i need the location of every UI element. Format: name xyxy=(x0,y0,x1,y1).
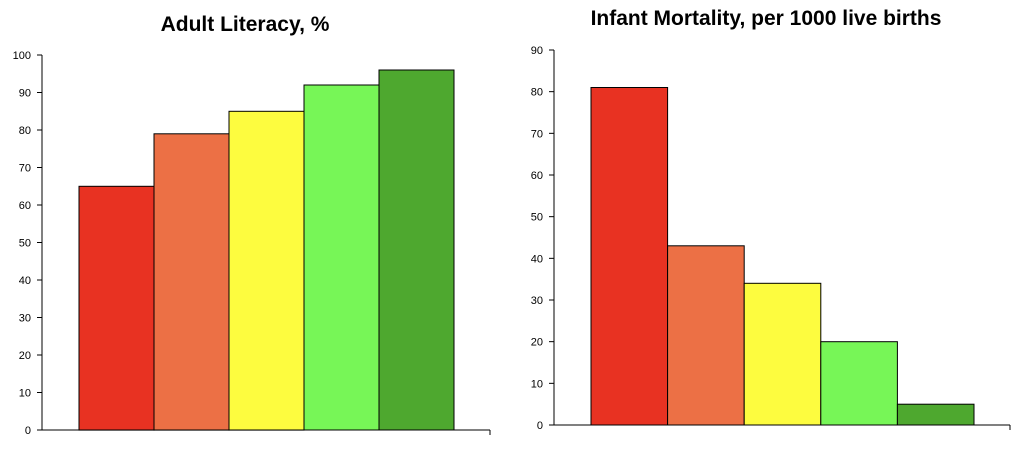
y-tick-label: 20 xyxy=(531,337,543,349)
y-tick-label: 10 xyxy=(531,378,543,390)
infant-mortality-chart: Infant Mortality, per 1000 live births 0… xyxy=(531,7,1011,432)
y-tick-label: 90 xyxy=(531,45,543,57)
y-tick-label: 90 xyxy=(19,88,31,100)
y-tick-label: 40 xyxy=(531,253,543,265)
y-tick-label: 100 xyxy=(13,50,31,62)
adult-literacy-chart: Adult Literacy, % 0 10 20 30 40 50 60 70 80 90 100 xyxy=(13,13,491,437)
bar xyxy=(303,84,380,431)
y-tick-label: 70 xyxy=(531,128,543,140)
y-tick-label: 70 xyxy=(19,163,31,175)
y-tick-label: 30 xyxy=(531,295,543,307)
bar xyxy=(590,87,669,426)
y-tick-label: 50 xyxy=(531,212,543,224)
y-tick-label: 40 xyxy=(19,275,31,287)
y-tick-label: 60 xyxy=(531,170,543,182)
bar xyxy=(896,403,975,426)
chart-title: Infant Mortality, per 1000 live births xyxy=(591,7,942,30)
y-tick-label: 0 xyxy=(537,420,543,432)
bar xyxy=(743,282,822,426)
bar xyxy=(78,185,155,431)
bar xyxy=(153,133,230,431)
bar xyxy=(820,341,898,426)
bar xyxy=(228,110,305,431)
y-tick-label: 20 xyxy=(19,350,31,362)
y-tick-label: 0 xyxy=(25,425,31,437)
y-tick-label: 60 xyxy=(19,200,31,212)
bar xyxy=(667,245,745,426)
y-tick-label: 10 xyxy=(19,388,31,400)
y-tick-label: 80 xyxy=(19,125,31,137)
bar xyxy=(378,69,455,431)
y-tick-label: 50 xyxy=(19,238,31,250)
chart-title: Adult Literacy, % xyxy=(161,13,330,36)
y-tick-label: 30 xyxy=(19,313,31,325)
y-tick-label: 80 xyxy=(531,87,543,99)
